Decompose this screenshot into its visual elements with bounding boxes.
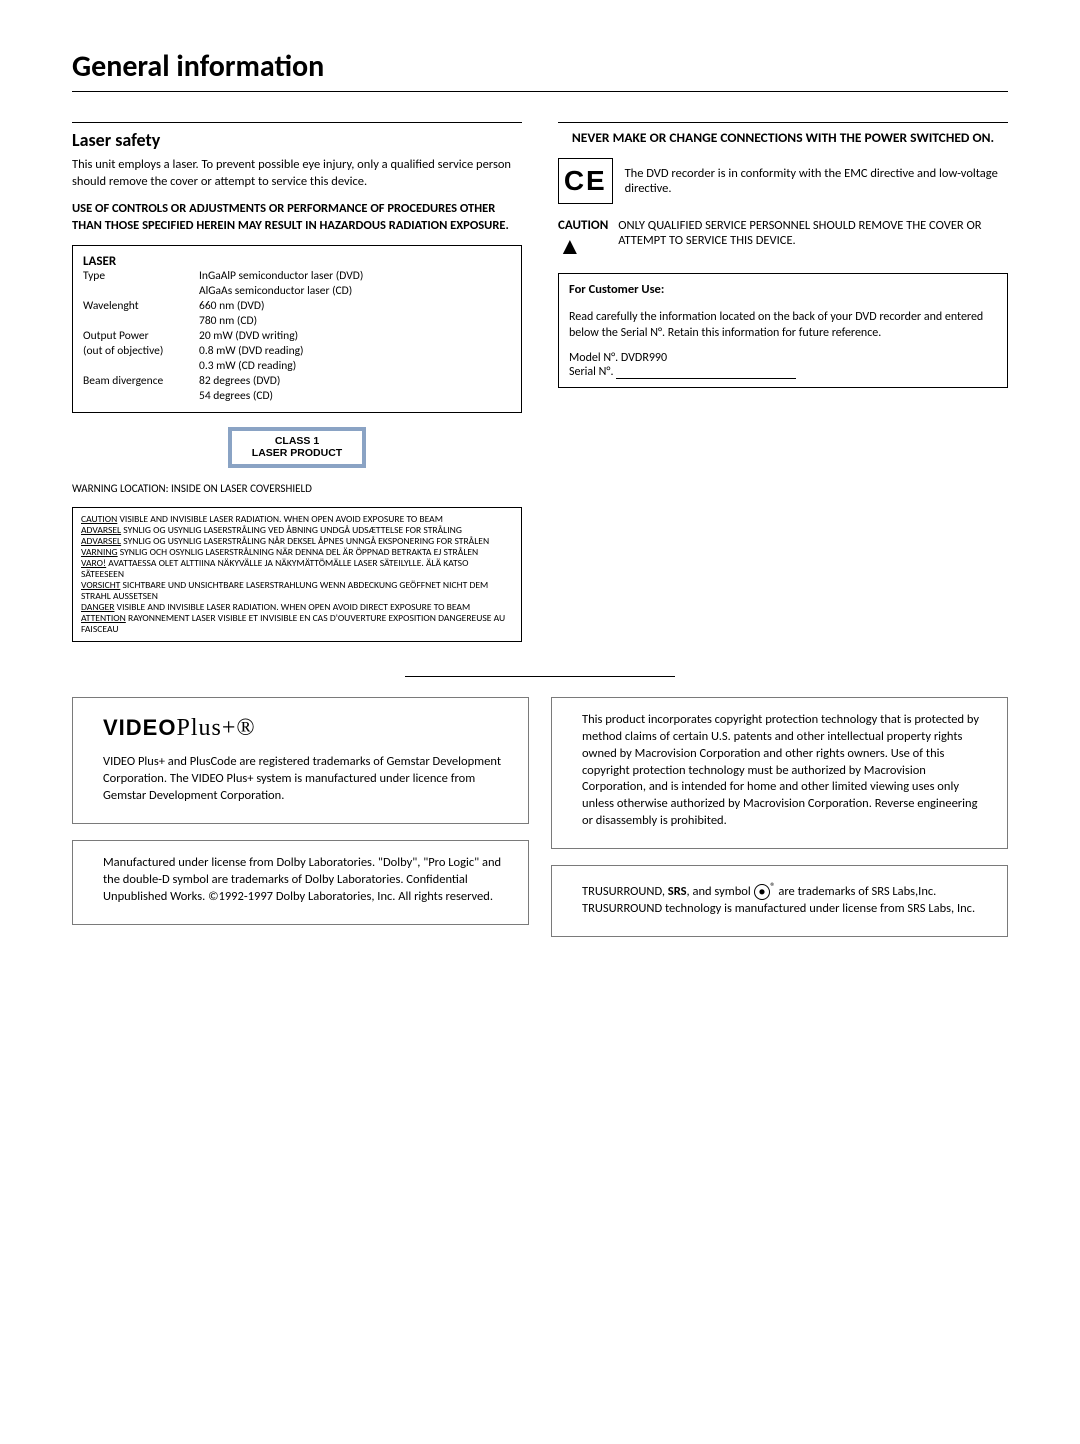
warning-entry: VORSICHT SICHTBARE UND UNSICHTBARE LASER…	[81, 580, 513, 602]
dolby-box: Manufactured under license from Dolby La…	[72, 840, 529, 925]
caution-label: CAUTION	[558, 218, 608, 233]
srs-bold: SRS	[668, 884, 687, 899]
video-plus-text: VIDEO Plus+ and PlusCode are registered …	[103, 754, 512, 805]
warning-location: WARNING LOCATION: INSIDE ON LASER COVERS…	[72, 482, 522, 497]
spec-value: 54 degrees (CD)	[199, 389, 511, 404]
spec-label	[83, 389, 199, 404]
caution-text: ONLY QUALIFIED SERVICE PERSONNEL SHOULD …	[618, 218, 1008, 259]
customer-title: For Customer Use:	[569, 282, 664, 297]
warning-triangle-icon: ▲	[558, 235, 608, 259]
srs-prefix: TRUSURROUND,	[582, 884, 668, 899]
right-column: NEVER MAKE OR CHANGE CONNECTIONS WITH TH…	[558, 122, 1008, 660]
model-line: Model N°. DVDR990	[569, 351, 997, 365]
warning-text: SICHTBARE UND UNSICHTBARE LASERSTRAHLUNG…	[81, 579, 488, 602]
spec-value: 20 mW (DVD writing)	[199, 329, 511, 344]
footer-left: VIDEOPlus+® VIDEO Plus+ and PlusCode are…	[72, 697, 529, 953]
spec-label: Type	[83, 269, 199, 284]
top-rule	[72, 91, 1008, 92]
laser-spec-table: TypeInGaAlP semiconductor laser (DVD)AlG…	[83, 269, 511, 404]
video-plus-box: VIDEOPlus+® VIDEO Plus+ and PlusCode are…	[72, 697, 529, 824]
customer-use-box: For Customer Use: Read carefully the inf…	[558, 273, 1008, 388]
video-logo-main: VIDEO	[103, 715, 176, 740]
srs-mid: , and symbol	[687, 884, 754, 899]
laser-spec-box: LASER TypeInGaAlP semiconductor laser (D…	[72, 245, 522, 413]
spec-label	[83, 359, 199, 374]
spec-label: Beam divergence	[83, 374, 199, 389]
left-column: Laser safety This unit employs a laser. …	[72, 122, 522, 660]
macrovision-box: This product incorporates copyright prot…	[551, 697, 1008, 849]
spec-label	[83, 314, 199, 329]
spec-label: Output Power	[83, 329, 199, 344]
serial-blank	[616, 378, 796, 379]
caution-row: CAUTION ▲ ONLY QUALIFIED SERVICE PERSONN…	[558, 218, 1008, 259]
ce-row: CE The DVD recorder is in conformity wit…	[558, 158, 1008, 204]
spec-value: 82 degrees (DVD)	[199, 374, 511, 389]
video-plus-logo: VIDEOPlus+®	[103, 712, 512, 744]
srs-symbol-icon: ●	[754, 884, 771, 900]
class1-line1: CLASS 1	[232, 435, 362, 448]
warning-text: RAYONNEMENT LASER VISIBLE ET INVISIBLE E…	[81, 612, 505, 635]
footer-columns: VIDEOPlus+® VIDEO Plus+ and PlusCode are…	[72, 697, 1008, 953]
footer-rule	[405, 676, 675, 677]
spec-row: Output Power20 mW (DVD writing)	[83, 329, 511, 344]
spec-row: Wavelenght660 nm (DVD)	[83, 299, 511, 314]
macrovision-text: This product incorporates copyright prot…	[582, 712, 991, 830]
laser-safety-title: Laser safety	[72, 129, 522, 151]
spec-value: InGaAlP semiconductor laser (DVD)	[199, 269, 511, 284]
dolby-text: Manufactured under license from Dolby La…	[103, 855, 512, 906]
ce-text: The DVD recorder is in conformity with t…	[625, 166, 1008, 196]
srs-box: TRUSURROUND, SRS, and symbol ●® are trad…	[551, 865, 1008, 937]
spec-value: 0.8 mW (DVD reading)	[199, 344, 511, 359]
serial-line: Serial N°.	[569, 365, 997, 379]
customer-body: Read carefully the information located o…	[569, 309, 997, 341]
main-columns: Laser safety This unit employs a laser. …	[72, 122, 1008, 660]
spec-label	[83, 284, 199, 299]
never-make-heading: NEVER MAKE OR CHANGE CONNECTIONS WITH TH…	[558, 129, 1008, 146]
spec-value: 0.3 mW (CD reading)	[199, 359, 511, 374]
serial-label: Serial N°.	[569, 365, 613, 379]
multilang-warning-box: CAUTION VISIBLE AND INVISIBLE LASER RADI…	[72, 507, 522, 642]
footer-right: This product incorporates copyright prot…	[551, 697, 1008, 953]
spec-row: 0.3 mW (CD reading)	[83, 359, 511, 374]
left-rule	[72, 122, 522, 123]
spec-label: Wavelenght	[83, 299, 199, 314]
page-title: General information	[72, 48, 1008, 85]
laser-intro: This unit employs a laser. To prevent po…	[72, 157, 522, 191]
class1-badge: CLASS 1 LASER PRODUCT	[228, 427, 366, 468]
spec-value: 660 nm (DVD)	[199, 299, 511, 314]
spec-row: Beam divergence82 degrees (DVD)	[83, 374, 511, 389]
spec-label: (out of objective)	[83, 344, 199, 359]
spec-row: TypeInGaAlP semiconductor laser (DVD)	[83, 269, 511, 284]
video-logo-script: Plus+®	[176, 715, 255, 741]
warning-text: AVATTAESSA OLET ALTTIINA NÄKYVÄLLE JA NÄ…	[81, 557, 468, 580]
spec-row: 780 nm (CD)	[83, 314, 511, 329]
laser-bold-warning: USE OF CONTROLS OR ADJUSTMENTS OR PERFOR…	[72, 201, 522, 235]
spec-value: 780 nm (CD)	[199, 314, 511, 329]
ce-mark-icon: CE	[558, 158, 613, 204]
spec-row: AlGaAs semiconductor laser (CD)	[83, 284, 511, 299]
spec-row: (out of objective)0.8 mW (DVD reading)	[83, 344, 511, 359]
right-rule	[558, 122, 1008, 123]
warning-entry: VARO! AVATTAESSA OLET ALTTIINA NÄKYVÄLLE…	[81, 558, 513, 580]
laser-box-title: LASER	[83, 254, 116, 269]
class1-line2: LASER PRODUCT	[232, 447, 362, 460]
spec-value: AlGaAs semiconductor laser (CD)	[199, 284, 511, 299]
spec-row: 54 degrees (CD)	[83, 389, 511, 404]
warning-entry: ATTENTION RAYONNEMENT LASER VISIBLE ET I…	[81, 613, 513, 635]
